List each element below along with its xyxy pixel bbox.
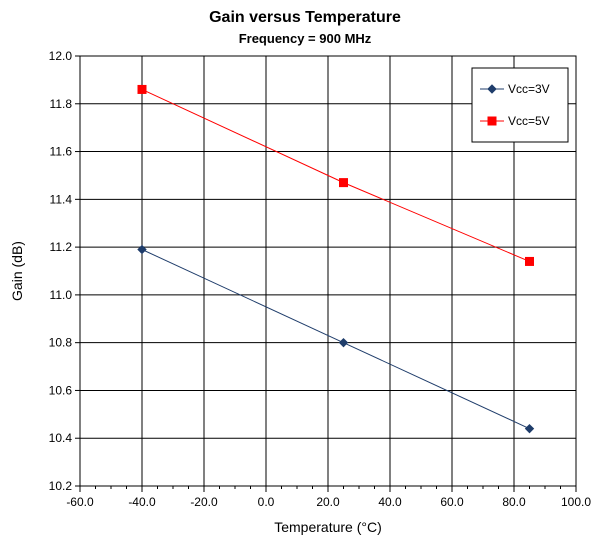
data-point <box>137 244 147 255</box>
data-point <box>525 256 534 266</box>
y-tick-label: 10.4 <box>49 431 73 445</box>
data-point <box>524 423 535 434</box>
legend-label: Vcc=5V <box>508 114 550 128</box>
y-tick-label: 11.8 <box>50 97 73 111</box>
y-tick-labels: 10.2 10.4 10.6 10.8 11.0 11.2 11.4 11.6 11.8 12.0 <box>49 49 73 493</box>
x-tick-label: -60.0 <box>66 495 94 509</box>
legend-entry: Vcc=3V <box>480 82 550 96</box>
y-tick-label: 11.0 <box>50 288 73 302</box>
y-tick-label: 11.4 <box>50 192 73 206</box>
chart-subtitle: Frequency = 900 MHz <box>239 31 372 46</box>
y-tick-label: 11.6 <box>50 145 73 159</box>
series-layer <box>137 84 535 434</box>
series-1 <box>137 244 535 434</box>
x-tick-label: 20.0 <box>316 495 340 509</box>
plot-border <box>79 55 577 487</box>
data-point <box>137 84 147 94</box>
x-tick-label: -40.0 <box>128 495 156 509</box>
legend-entry: Vcc=5V <box>480 114 550 128</box>
y-tick-label: 10.6 <box>49 383 73 397</box>
legend-swatch-marker <box>487 116 497 126</box>
series-2 <box>137 84 534 266</box>
x-axis-label: Temperature (°C) <box>274 519 382 535</box>
y-tick-label: 10.8 <box>49 336 73 350</box>
x-tick-label: 0.0 <box>258 495 275 509</box>
x-tick-label: -20.0 <box>190 495 218 509</box>
data-point <box>338 337 349 348</box>
x-tick-label: 80.0 <box>502 495 526 509</box>
legend-label: Vcc=3V <box>508 82 550 96</box>
x-tick-labels: -60.0 -40.0 -20.0 0.0 20.0 40.0 60.0 80.0 100.0 <box>66 495 591 509</box>
legend-box <box>471 67 569 143</box>
legend-swatch-marker <box>487 84 497 94</box>
x-tick-label: 100.0 <box>561 495 591 509</box>
x-tick-label: 40.0 <box>378 495 402 509</box>
data-point <box>339 178 348 188</box>
y-tick-label: 12.0 <box>49 49 73 63</box>
x-tick-label: 60.0 <box>440 495 464 509</box>
legend: Vcc=3V Vcc=5V <box>471 67 569 143</box>
grid-lines <box>75 55 577 492</box>
y-tick-label: 11.2 <box>50 240 73 254</box>
y-axis-label: Gain (dB) <box>9 241 25 301</box>
chart-title: Gain versus Temperature <box>209 9 401 26</box>
y-tick-label: 10.2 <box>49 479 73 493</box>
